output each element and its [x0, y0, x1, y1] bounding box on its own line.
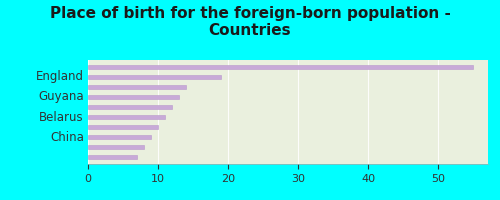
Bar: [88, 115, 164, 119]
Text: England: England: [36, 70, 84, 83]
Text: Guyana: Guyana: [38, 90, 84, 103]
Text: China: China: [50, 131, 84, 144]
Bar: [88, 105, 172, 109]
Bar: [88, 125, 158, 129]
Bar: [88, 75, 221, 79]
Bar: [88, 85, 186, 89]
Bar: [88, 65, 474, 69]
Text: Place of birth for the foreign-born population -
Countries: Place of birth for the foreign-born popu…: [50, 6, 450, 38]
Text: Belarus: Belarus: [40, 111, 84, 124]
Bar: [88, 135, 150, 139]
Bar: [88, 95, 178, 99]
Bar: [88, 155, 136, 159]
Bar: [88, 145, 144, 149]
